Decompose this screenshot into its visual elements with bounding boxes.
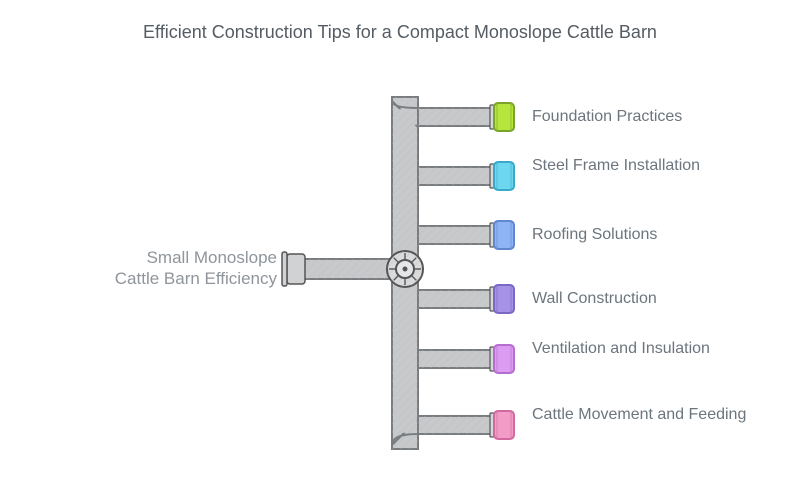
branch-label: Cattle Movement and Feeding [532, 405, 752, 425]
branch-label: Roofing Solutions [532, 225, 752, 245]
branch-label: Foundation Practices [532, 107, 752, 127]
branch-label: Steel Frame Installation [532, 156, 752, 176]
diagram-stage: Small Monoslope Cattle Barn Efficiency F… [0, 43, 800, 483]
page-title: Efficient Construction Tips for a Compac… [0, 0, 800, 43]
branch-label: Wall Construction [532, 289, 752, 309]
branch-label: Ventilation and Insulation [532, 339, 752, 359]
input-label: Small Monoslope Cattle Barn Efficiency [107, 247, 277, 290]
